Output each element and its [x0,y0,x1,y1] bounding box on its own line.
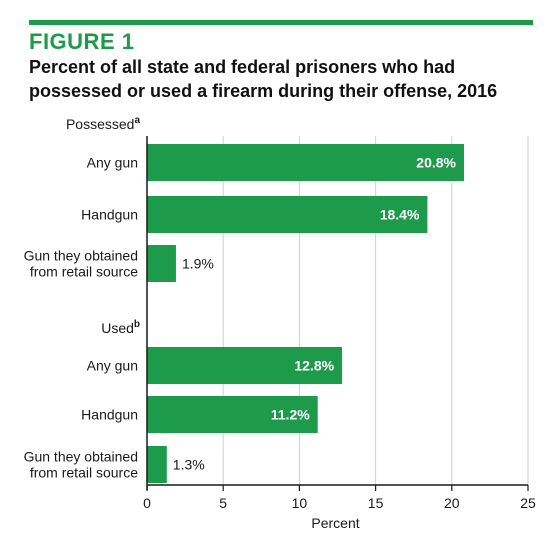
group-header: Possesseda [66,115,140,132]
data-label: 1.9% [182,256,214,272]
chart-title: Percent of all state and federal prisone… [29,55,539,103]
bar [147,196,428,233]
bar [147,446,167,483]
group-header: Usedb [101,319,140,336]
category-label: from retail source [30,264,138,280]
x-tick-label: 25 [520,495,536,511]
top-rule [29,20,533,25]
category-label: Handgun [81,407,138,423]
data-label: 11.2% [271,407,310,423]
data-label: 20.8% [416,155,456,171]
bar [147,396,318,433]
bar [147,245,176,282]
x-tick-label: 20 [444,495,460,511]
chart-title-line-1: Percent of all state and federal prisone… [29,57,456,77]
data-label: 1.3% [173,457,205,473]
figure-label: FIGURE 1 [29,29,135,54]
x-tick-label: 0 [143,495,151,511]
data-label: 12.8% [294,358,334,374]
category-label: Any gun [87,155,138,171]
data-label: 18.4% [380,207,420,223]
category-label: Gun they obtained [24,449,138,465]
x-tick-label: 15 [368,495,384,511]
bar [147,144,464,181]
x-tick-label: 5 [219,495,227,511]
x-tick-label: 10 [292,495,308,511]
x-axis-title: Percent [311,515,359,531]
category-label: Handgun [81,207,138,223]
bar [147,347,343,384]
category-label: Any gun [87,358,138,374]
category-label: Gun they obtained [24,248,138,264]
category-label: from retail source [30,465,138,481]
chart-title-line-2: possessed or used a firearm during their… [29,81,498,101]
